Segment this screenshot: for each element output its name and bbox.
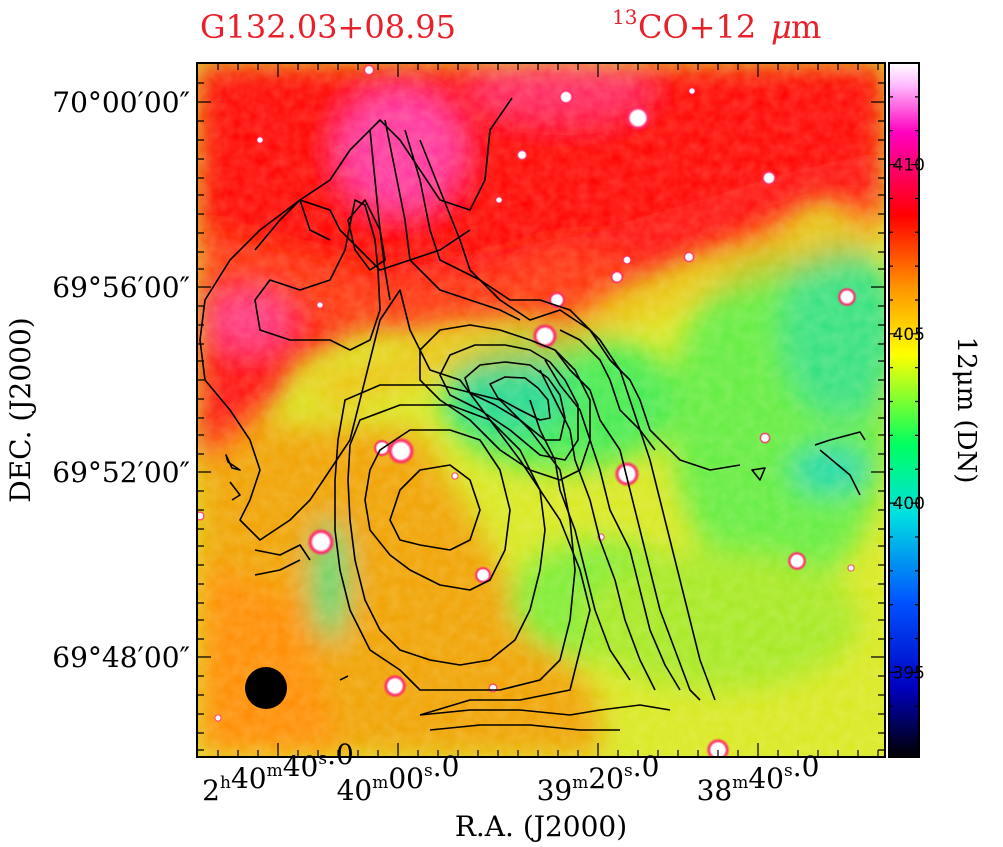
y-tick-labels: 70°00′00″ 69°56′00″ 69°52′00″ 69°48′00″	[52, 86, 190, 674]
frame-ticks	[197, 63, 885, 757]
title-main: CO+12	[638, 8, 756, 46]
colorbar-label: 12μm (DN)	[951, 337, 981, 484]
contour-2	[419, 139, 741, 471]
title-superscript: 13	[612, 5, 637, 29]
contours	[199, 97, 866, 731]
intensity-map	[197, 63, 885, 757]
y-tick-label: 69°56′00″	[52, 271, 190, 304]
colorbar-tick-label: 410	[893, 156, 925, 176]
title-unit: m	[791, 8, 821, 46]
y-axis-label: DEC. (J2000)	[4, 317, 37, 502]
y-tick-label: 69°48′00″	[52, 641, 190, 674]
colorbar-ticks	[889, 62, 919, 741]
x-axis-label: R.A. (J2000)	[455, 810, 627, 843]
colorbar-tick-label: 405	[893, 325, 925, 345]
colorbar-tick-labels: 395 400 405 410	[893, 156, 925, 684]
colorbar-tick-label: 400	[893, 494, 925, 514]
chart-title-right: 13 CO+12 μ m	[612, 5, 821, 46]
title-mu: μ	[771, 8, 792, 46]
beam-marker	[245, 667, 287, 709]
point-sources	[197, 64, 857, 757]
colorbar	[888, 62, 920, 758]
plot-frame	[196, 62, 886, 758]
y-tick-label: 69°52′00″	[52, 456, 190, 489]
contour-outer	[199, 97, 591, 716]
contour-inner-1	[419, 324, 591, 481]
x-tick-label: 39m20s.0	[537, 750, 660, 807]
x-tick-label: 38m40s.0	[697, 750, 820, 807]
chart-title-left: G132.03+08.95	[200, 8, 456, 46]
x-tick-label: 40m00s.0	[337, 750, 460, 807]
x-tick-label: 2h40m40s.0	[202, 738, 354, 807]
y-tick-label: 70°00′00″	[52, 86, 190, 119]
colorbar-tick-label: 395	[893, 663, 925, 683]
contour-south	[389, 464, 481, 551]
